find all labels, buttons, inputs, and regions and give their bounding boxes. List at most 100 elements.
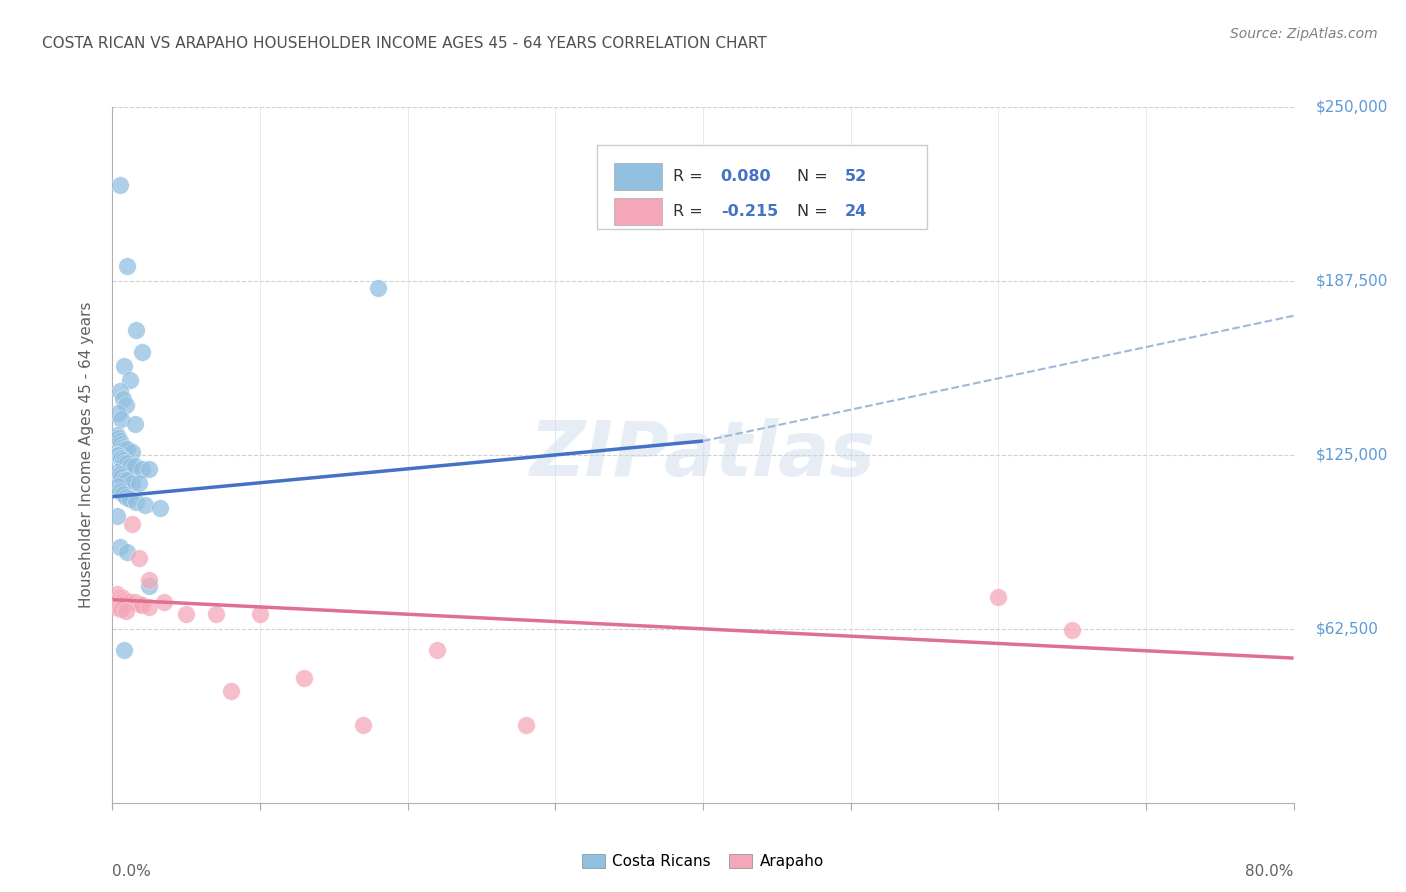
- Point: [105, 587, 128, 601]
- Point: [987, 590, 1010, 604]
- Point: [249, 607, 271, 621]
- Point: [108, 434, 131, 448]
- Point: [153, 595, 176, 609]
- Point: [107, 601, 129, 615]
- Point: [121, 445, 143, 459]
- Point: [110, 602, 132, 616]
- Point: [107, 478, 129, 492]
- Text: Source: ZipAtlas.com: Source: ZipAtlas.com: [1230, 27, 1378, 41]
- Y-axis label: Householder Income Ages 45 - 64 years: Householder Income Ages 45 - 64 years: [79, 301, 94, 608]
- Point: [108, 384, 131, 398]
- Point: [112, 456, 135, 470]
- Text: 52: 52: [845, 169, 868, 184]
- Point: [117, 594, 138, 608]
- Point: [124, 595, 146, 609]
- Point: [107, 431, 129, 445]
- Point: [112, 642, 135, 657]
- Point: [108, 590, 131, 604]
- Point: [107, 448, 129, 462]
- FancyBboxPatch shape: [614, 198, 662, 225]
- Point: [111, 392, 134, 407]
- Point: [131, 462, 153, 476]
- Point: [114, 490, 136, 504]
- Point: [367, 281, 389, 295]
- Point: [111, 453, 134, 467]
- Point: [117, 456, 138, 470]
- Point: [515, 718, 537, 732]
- Text: $125,000: $125,000: [1316, 448, 1388, 462]
- Point: [108, 467, 131, 482]
- Point: [108, 484, 131, 499]
- Point: [128, 475, 150, 490]
- Point: [205, 607, 228, 621]
- Point: [125, 495, 148, 509]
- Point: [112, 592, 135, 607]
- Point: [219, 684, 242, 698]
- Text: 0.080: 0.080: [721, 169, 772, 184]
- Text: ZIPatlas: ZIPatlas: [530, 418, 876, 491]
- Point: [111, 591, 134, 606]
- Text: 24: 24: [845, 204, 868, 219]
- Point: [117, 473, 138, 487]
- Point: [125, 323, 148, 337]
- Text: $187,500: $187,500: [1316, 274, 1388, 288]
- Point: [138, 579, 160, 593]
- Point: [124, 458, 146, 473]
- Point: [131, 598, 153, 612]
- Point: [105, 465, 128, 479]
- Text: N =: N =: [797, 169, 834, 184]
- Point: [128, 550, 150, 565]
- Legend: Costa Ricans, Arapaho: Costa Ricans, Arapaho: [575, 847, 831, 875]
- FancyBboxPatch shape: [596, 145, 928, 228]
- Point: [112, 473, 135, 487]
- Point: [111, 440, 134, 454]
- Point: [108, 450, 131, 465]
- Point: [117, 259, 138, 273]
- FancyBboxPatch shape: [614, 163, 662, 190]
- Point: [112, 359, 135, 373]
- Point: [114, 398, 136, 412]
- Point: [120, 373, 142, 387]
- Point: [134, 498, 156, 512]
- Point: [112, 442, 135, 457]
- Point: [111, 487, 134, 501]
- Point: [124, 417, 146, 432]
- Point: [138, 462, 160, 476]
- Point: [352, 718, 374, 732]
- Text: 0.0%: 0.0%: [112, 864, 152, 879]
- Point: [107, 406, 129, 420]
- Point: [121, 475, 143, 490]
- Point: [110, 470, 132, 484]
- Point: [108, 540, 131, 554]
- Point: [292, 671, 315, 685]
- Point: [120, 595, 142, 609]
- Text: $62,500: $62,500: [1316, 622, 1378, 636]
- Point: [120, 458, 142, 473]
- Point: [110, 437, 132, 451]
- Text: R =: R =: [673, 169, 709, 184]
- Point: [138, 599, 160, 614]
- Point: [120, 492, 142, 507]
- Point: [1062, 624, 1084, 638]
- Text: N =: N =: [797, 204, 834, 219]
- Text: R =: R =: [673, 204, 709, 219]
- Text: COSTA RICAN VS ARAPAHO HOUSEHOLDER INCOME AGES 45 - 64 YEARS CORRELATION CHART: COSTA RICAN VS ARAPAHO HOUSEHOLDER INCOM…: [42, 36, 766, 51]
- Point: [105, 428, 128, 442]
- Point: [105, 509, 128, 524]
- Point: [174, 607, 197, 621]
- Text: $250,000: $250,000: [1316, 100, 1388, 114]
- Text: -0.215: -0.215: [721, 204, 778, 219]
- Point: [105, 448, 128, 462]
- Point: [131, 345, 153, 359]
- Point: [117, 442, 138, 457]
- Point: [108, 178, 131, 192]
- Point: [426, 642, 449, 657]
- Point: [128, 597, 150, 611]
- Point: [110, 450, 132, 465]
- Point: [138, 573, 160, 587]
- Point: [110, 411, 132, 425]
- Point: [149, 500, 172, 515]
- Text: 80.0%: 80.0%: [1246, 864, 1294, 879]
- Point: [114, 604, 136, 618]
- Point: [121, 517, 143, 532]
